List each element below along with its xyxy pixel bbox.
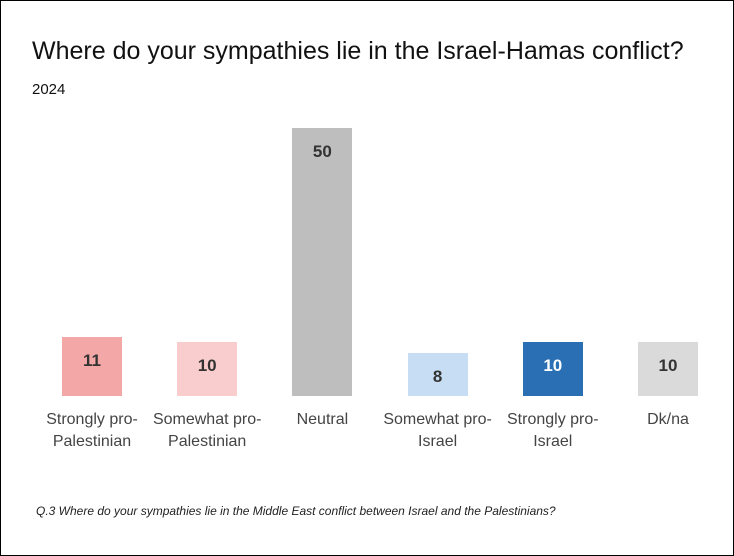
bar bbox=[177, 342, 238, 396]
bar bbox=[638, 342, 698, 396]
x-tick-label: Strongly pro-Israel bbox=[507, 411, 599, 450]
bar bbox=[407, 353, 468, 396]
value-label: 10 bbox=[543, 356, 563, 376]
x-tick-label: Somewhat pro-Palestinian bbox=[152, 411, 262, 450]
x-tick-label: Dk/na bbox=[647, 411, 689, 428]
footnote: Q.3 Where do your sympathies lie in the … bbox=[36, 504, 556, 518]
value-label: 10 bbox=[658, 356, 678, 376]
chart-subtitle: 2024 bbox=[32, 81, 66, 98]
chart-title: Where do your sympathies lie in the Isra… bbox=[32, 37, 684, 65]
x-tick-label: Strongly pro-Palestinian bbox=[46, 411, 138, 450]
bar bbox=[522, 342, 583, 396]
value-label: 10 bbox=[197, 356, 217, 376]
bar bbox=[62, 337, 122, 396]
value-label: 11 bbox=[83, 351, 101, 371]
bar bbox=[292, 128, 353, 396]
x-tick-label: Somewhat pro-Israel bbox=[383, 411, 492, 450]
x-tick-label: Neutral bbox=[296, 411, 349, 428]
value-label: 50 bbox=[312, 142, 332, 161]
value-label: 8 bbox=[432, 367, 443, 387]
